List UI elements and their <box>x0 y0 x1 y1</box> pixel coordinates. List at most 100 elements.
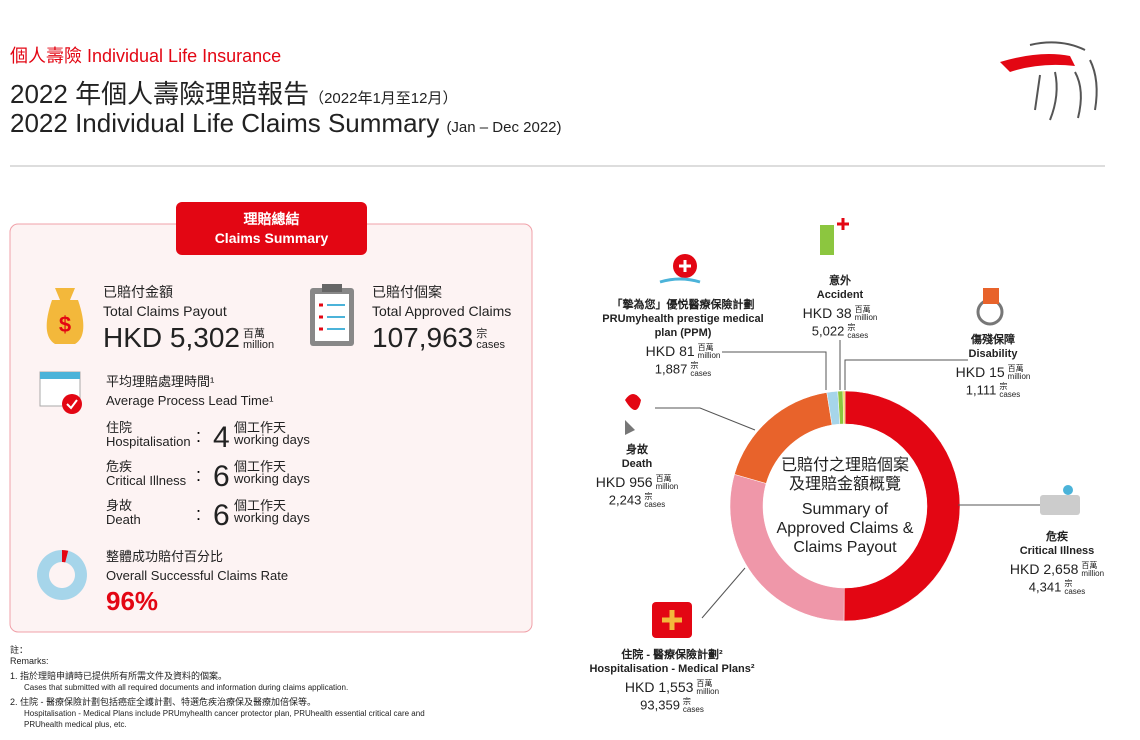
cases-label: 93,359 <box>640 697 680 713</box>
remarks-en: Remarks: <box>10 656 49 666</box>
cases-label: 5,022 <box>811 323 845 339</box>
category-en: PRUmyhealth prestige medical plan (PPM) <box>602 313 764 339</box>
payout-en: Total Claims Payout <box>103 303 227 319</box>
unit: cases <box>476 338 505 351</box>
category-zh: 「摯為您」優悦醫療保險計劃 <box>611 299 755 311</box>
unit: 宗 <box>682 697 691 707</box>
payout-line: HKD 38 百萬 million <box>790 306 890 322</box>
unit: million <box>655 482 679 492</box>
unit: 百萬 <box>697 343 714 353</box>
cases-line: 93,359 宗 cases <box>562 698 782 714</box>
remarks-zh: 註： <box>10 645 29 655</box>
unit: 宗 <box>1064 579 1073 589</box>
colons: ::: <box>196 426 201 524</box>
category-zh: 身故 <box>626 444 648 456</box>
value-label: HKD 2,658 <box>1009 561 1079 577</box>
period-en: (Jan – Dec 2022) <box>446 119 562 136</box>
category-en: Hospitalisation - Medical Plans² <box>589 663 755 675</box>
title-zh: 已賠付之理賠個案 <box>780 457 909 474</box>
unit: 百萬 <box>854 305 871 315</box>
payout-block: 已賠付金額 Total Claims Payout HKD 5,302 百萬 mill… <box>103 283 274 355</box>
unit: 百萬 <box>1007 364 1024 374</box>
title-zh: 2022 年個人壽險理賠報告（2022年1月至12月） <box>10 74 457 111</box>
days: 6 <box>213 499 230 532</box>
clipboard-icon <box>310 284 354 346</box>
category-en: Accident <box>816 289 864 301</box>
category-label: 「摯為您」優悦醫療保險計劃 PRUmyhealth prestige medica… <box>598 298 768 378</box>
title-en-text: 2022 Individual Life Claims Summary <box>10 108 440 138</box>
value-label: HKD 1,553 <box>624 679 694 695</box>
cases-label: 1,111 <box>965 382 997 398</box>
cases-line: 1,111 宗 cases <box>938 383 1048 399</box>
rate-zh: 整體成功賠付百分比 <box>106 549 224 564</box>
tab <box>176 202 367 255</box>
unit: 宗 cases <box>999 383 1020 399</box>
cases-line: 4,341 宗 cases <box>977 580 1137 596</box>
category-en: Critical Illness <box>1019 545 1095 557</box>
category-icons <box>625 218 1080 638</box>
payout-line: HKD 956 百萬 million <box>577 475 697 491</box>
title-en: 2022 Individual Life Claims Summary (Jan… <box>10 108 562 139</box>
unit: 百萬 <box>655 474 672 484</box>
lead-en: Average Process Lead Time¹ <box>106 393 274 408</box>
donut <box>729 390 961 622</box>
days: 6 <box>213 460 230 493</box>
payout-line: HKD 81 百萬 million <box>598 344 768 360</box>
remarks: 註： Remarks: 1. 指於理賠申請時已提供所有所需文件及資料的個案。 Cas… <box>10 645 464 730</box>
claims: 107,963 <box>372 322 474 353</box>
unit: 宗 <box>847 323 856 333</box>
note: Cases that submitted with all required d… <box>24 683 349 692</box>
logo <box>1000 41 1098 121</box>
svg-text:$: $ <box>59 312 71 337</box>
lead-row: 身故 Death 6 個工作天 working days <box>106 499 406 535</box>
title-en: Claims Payout <box>793 539 897 556</box>
row-en: Death <box>106 512 141 527</box>
unit: million <box>1007 372 1031 382</box>
unit: million <box>854 313 878 323</box>
money-icon: $ <box>46 288 84 344</box>
lead-zh: 平均理賠處理時間¹ <box>106 374 215 389</box>
unit: 宗 <box>476 327 488 340</box>
note: 1. 指於理賠申請時已提供所有所需文件及資料的個案。 <box>10 671 228 681</box>
unit: 宗 cases <box>690 362 711 378</box>
days: 4 <box>213 421 230 454</box>
note: 2. 住院 - 醫療保險計劃包括癌症全護計劃、特選危疾治療保及醫療加倍保等。 <box>10 697 317 707</box>
unit: 百萬 million <box>1008 365 1031 381</box>
category-label: 危疾 Critical Illness HKD 2,658 百萬 million 4,34… <box>977 530 1137 596</box>
category-en: Death <box>621 458 653 470</box>
claims-zh: 已賠付個案 <box>372 284 442 300</box>
cases-label: 4,341 <box>1028 579 1062 595</box>
unit: cases <box>682 705 704 715</box>
unit: million <box>697 351 721 361</box>
rate-donut <box>37 550 88 600</box>
donut-segment <box>843 390 961 622</box>
row-zh: 住院 <box>106 420 133 435</box>
brand: 個人壽險 Individual Life Insurance <box>10 46 282 66</box>
value-label: HKD 15 <box>955 364 1005 380</box>
title-en: Summary of <box>801 501 889 518</box>
lead-row: 危疾 Critical Illness 6 個工作天 working days <box>106 460 406 496</box>
category-label: 意外 Accident HKD 38 百萬 million 5,022 宗 cases <box>790 274 890 340</box>
days-unit-zh: 個工作天 <box>234 420 287 435</box>
cases-label: 1,887 <box>654 361 688 377</box>
unit: 百萬 million <box>656 475 679 491</box>
row-en: Critical Illness <box>106 473 187 488</box>
cases-line: 1,887 宗 cases <box>598 362 768 378</box>
svg-text::: : <box>196 504 201 524</box>
row-zh: 身故 <box>106 498 133 513</box>
payout-line: HKD 15 百萬 million <box>938 365 1048 381</box>
unit: cases <box>847 331 869 341</box>
tab-zh: 理賠總結 <box>243 211 300 227</box>
lead-block: 平均理賠處理時間¹ Average Process Lead Time¹ <box>106 372 273 410</box>
unit: 百萬 <box>696 679 713 689</box>
unit: 百萬 <box>1081 561 1098 571</box>
unit: 宗 cases <box>644 493 665 509</box>
claims-en: Total Approved Claims <box>372 303 512 319</box>
unit: 宗 cases <box>683 698 704 714</box>
tab-en: Claims Summary <box>214 230 329 246</box>
value-label: HKD 38 <box>802 305 852 321</box>
category-en: Disability <box>968 348 1018 360</box>
category-zh: 危疾 <box>1046 531 1068 543</box>
